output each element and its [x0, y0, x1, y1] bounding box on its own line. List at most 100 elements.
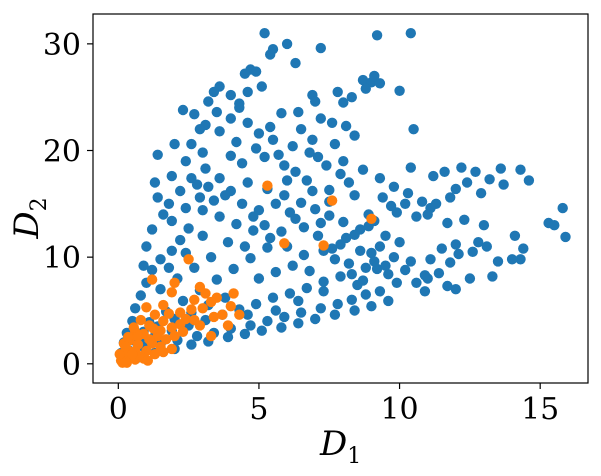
scatter-point-s0-96 — [450, 284, 461, 295]
scatter-point-s0-273 — [388, 181, 400, 192]
scatter-point-s0-56 — [400, 198, 411, 209]
scatter-point-s1-50 — [149, 349, 161, 360]
scatter-point-s0-262 — [152, 149, 163, 160]
scatter-point-s0-238 — [366, 301, 377, 312]
scatter-point-s0-62 — [422, 209, 433, 220]
scatter-point-s0-195 — [177, 295, 189, 307]
scatter-point-s0-79 — [425, 254, 436, 265]
scatter-point-s0-149 — [231, 218, 242, 230]
scatter-point-s0-142 — [349, 229, 360, 240]
scatter-point-s0-64 — [549, 220, 560, 231]
scatter-point-s0-139 — [310, 204, 321, 215]
scatter-point-s1-65 — [142, 355, 153, 366]
scatter-point-s0-172 — [262, 315, 273, 327]
scatter-point-s0-85 — [487, 271, 498, 282]
scatter-point-s0-41 — [495, 163, 506, 174]
scatter-point-s0-151 — [197, 205, 208, 216]
scatter-point-s0-92 — [383, 269, 394, 280]
scatter-point-s0-18 — [360, 83, 371, 94]
scatter-point-s0-198 — [228, 263, 239, 275]
scatter-point-s0-40 — [470, 166, 481, 177]
scatter-point-s0-147 — [265, 232, 276, 244]
scatter-point-s0-214 — [293, 295, 304, 307]
scatter-point-s0-236 — [329, 309, 341, 320]
scatter-point-s0-23 — [310, 96, 321, 107]
points-layer — [114, 28, 571, 368]
scatter-point-s0-42 — [515, 164, 526, 175]
scatter-point-s0-240 — [374, 286, 386, 297]
scatter-point-s0-39 — [456, 162, 467, 173]
scatter-point-s0-135 — [242, 177, 253, 188]
scatter-point-s0-278 — [290, 166, 301, 177]
x-axis-label: D1 — [319, 424, 361, 469]
scatter-point-s0-119 — [343, 177, 355, 188]
scatter-point-s0-232 — [256, 325, 267, 336]
scatter-point-s0-282 — [211, 106, 222, 118]
scatter-point-s0-82 — [433, 268, 445, 279]
scatter-point-s0-204 — [189, 262, 200, 273]
scatter-point-s0-32 — [194, 124, 206, 135]
ticks-layer: 0 5 10 15 0 10 20 30 — [43, 28, 559, 427]
scatter-point-s0-30 — [189, 109, 200, 120]
scatter-point-s1-59 — [189, 314, 200, 326]
scatter-point-s0-97 — [411, 277, 422, 288]
scatter-point-s0-101 — [349, 190, 360, 201]
y-tick-label: 0 — [62, 348, 81, 383]
scatter-point-s0-120 — [324, 184, 335, 196]
scatter-point-s0-177 — [346, 294, 357, 305]
scatter-point-s0-200 — [262, 242, 273, 253]
scatter-point-s0-242 — [343, 258, 355, 269]
scatter-point-s0-244 — [312, 230, 324, 241]
scatter-point-s0-293 — [234, 102, 245, 114]
scatter-point-s0-67 — [509, 230, 521, 241]
scatter-point-s0-208 — [239, 241, 251, 252]
scatter-point-s0-91 — [388, 252, 400, 263]
scatter-point-s1-63 — [114, 349, 125, 360]
scatter-point-s0-133 — [208, 195, 220, 206]
x-tick-label: 15 — [521, 392, 559, 427]
scatter-point-s0-184 — [267, 292, 279, 303]
scatter-point-s0-66 — [560, 231, 571, 243]
scatter-point-s0-48 — [498, 179, 509, 190]
scatter-point-s0-154 — [166, 245, 177, 256]
scatter-point-s0-122 — [279, 160, 290, 171]
scatter-point-s1-7 — [169, 277, 180, 288]
scatter-point-s0-109 — [346, 269, 357, 280]
plot-frame — [92, 13, 589, 384]
scatter-point-s0-72 — [467, 246, 478, 257]
scatter-point-s0-156 — [146, 264, 158, 276]
scatter-point-s0-46 — [461, 177, 473, 188]
scatter-point-s0-291 — [315, 217, 326, 229]
scatter-point-s0-279 — [273, 149, 284, 160]
scatter-point-s0-117 — [321, 160, 332, 171]
scatter-point-s1-5 — [183, 254, 194, 265]
scatter-point-s0-130 — [166, 215, 177, 227]
scatter-point-s0-243 — [326, 243, 338, 254]
scatter-point-s0-0 — [259, 28, 270, 39]
scatter-point-s0-81 — [400, 264, 411, 276]
scatter-point-s1-18 — [234, 309, 245, 320]
scatter-point-s0-138 — [295, 197, 307, 208]
scatter-point-s1-11 — [228, 288, 239, 299]
scatter-point-s1-3 — [279, 238, 290, 249]
scatter-point-s0-121 — [301, 175, 312, 186]
scatter-point-s1-33 — [205, 330, 217, 342]
scatter-point-s0-112 — [225, 150, 236, 161]
scatter-point-s0-59 — [442, 217, 453, 229]
scatter-point-s0-174 — [295, 307, 307, 318]
scatter-point-s0-74 — [481, 241, 492, 252]
scatter-point-s0-61 — [478, 220, 490, 231]
scatter-point-s0-20 — [338, 97, 349, 108]
scatter-point-s0-150 — [214, 211, 225, 222]
scatter-point-s0-12 — [242, 86, 253, 98]
scatter-point-s0-90 — [366, 247, 377, 259]
scatter-point-s0-287 — [307, 134, 318, 145]
scatter-point-s1-15 — [197, 303, 208, 314]
scatter-point-s0-246 — [284, 207, 296, 218]
scatter-point-s1-46 — [166, 343, 177, 355]
scatter-point-s0-207 — [222, 237, 234, 248]
x-tick-label: 10 — [380, 392, 418, 427]
scatter-point-s0-231 — [239, 328, 251, 340]
scatter-point-s0-159 — [130, 303, 141, 314]
